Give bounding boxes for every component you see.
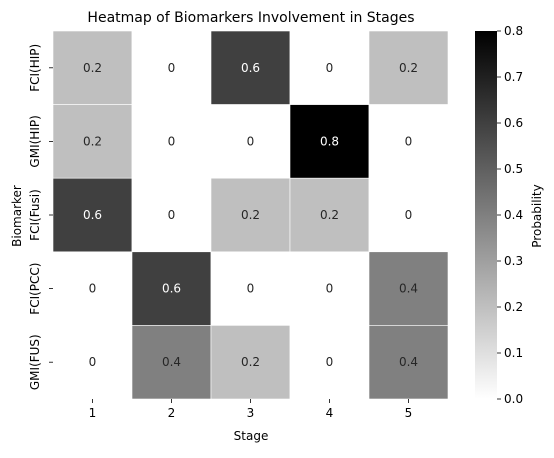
colorbar-tick-label: 0.3 xyxy=(504,254,523,268)
cell-value-label: 0.2 xyxy=(320,208,339,222)
cell-value-label: 0 xyxy=(168,61,176,75)
colorbar-ticks: 0.0 0.1 0.2 0.3 0.4 0.5 0.6 0.7 0.8 xyxy=(497,24,523,406)
heatmap-cell xyxy=(131,325,212,400)
cell-value-label: 0.2 xyxy=(399,61,418,75)
colorbar-tick-label: 0.1 xyxy=(504,346,523,360)
cell-value-label: 0 xyxy=(326,355,334,369)
y-tick-label: GMI(HIP) xyxy=(28,115,42,167)
cell-value-label: 0 xyxy=(168,208,176,222)
heatmap-cell xyxy=(368,325,449,400)
cell-value-label: 0 xyxy=(168,134,176,148)
cell-value-label: 0 xyxy=(89,282,97,296)
cell-value-label: 0.4 xyxy=(399,282,418,296)
heatmap-cell xyxy=(131,251,212,326)
cell-value-label: 0 xyxy=(247,134,255,148)
cell-value-label: 0.2 xyxy=(241,208,260,222)
colorbar-tick-label: 0.7 xyxy=(504,70,523,84)
colorbar-tick-label: 0.5 xyxy=(504,162,523,176)
cell-value-label: 0.6 xyxy=(83,208,102,222)
heatmap-cell xyxy=(368,251,449,326)
cell-value-label: 0 xyxy=(405,208,413,222)
cell-value-label: 0.2 xyxy=(83,61,102,75)
cell-value-label: 0.8 xyxy=(320,134,339,148)
heatmap-cell xyxy=(289,251,370,326)
y-axis-label: Biomarker xyxy=(10,185,24,247)
heatmap-cell xyxy=(131,30,212,105)
heatmap-cell xyxy=(368,30,449,105)
colorbar-tick-label: 0.8 xyxy=(504,24,523,38)
cell-value-label: 0 xyxy=(326,282,334,296)
heatmap-cell xyxy=(210,104,291,179)
cell-value-label: 0 xyxy=(89,355,97,369)
heatmap-cell xyxy=(289,177,370,253)
y-axis-ticks: FCI(HIP) GMI(HIP) FCI(Fusi) FCI(PCC) GMI(FUS… xyxy=(28,44,53,390)
x-tick-label: 3 xyxy=(247,406,255,420)
heatmap-cell xyxy=(210,251,291,326)
heatmap-cell xyxy=(210,325,291,400)
colorbar-tick-label: 0.0 xyxy=(504,392,523,406)
heatmap-cells: 0.2 0 0.6 0 0.2 0.2 0 0 0.8 0 0.6 0 0.2 0.2 0 0 0.6 0 0 0.4… xyxy=(52,30,449,400)
heatmap-cell xyxy=(368,177,449,253)
heatmap-cell xyxy=(289,30,370,105)
cell-value-label: 0 xyxy=(247,282,255,296)
cell-value-label: 0.4 xyxy=(399,355,418,369)
x-tick-label: 1 xyxy=(89,406,97,420)
cell-value-label: 0.6 xyxy=(162,282,181,296)
colorbar xyxy=(475,31,497,399)
heatmap-cell xyxy=(210,177,291,253)
colorbar-label: Probability xyxy=(530,184,544,247)
y-tick-label: GMI(FUS) xyxy=(28,334,42,390)
colorbar-tick-label: 0.4 xyxy=(504,208,523,222)
cell-value-label: 0.6 xyxy=(241,61,260,75)
colorbar-tick-label: 0.2 xyxy=(504,300,523,314)
x-tick-label: 5 xyxy=(405,406,413,420)
y-tick-label: FCI(HIP) xyxy=(28,44,42,92)
heatmap-cell xyxy=(210,30,291,105)
cell-value-label: 0.2 xyxy=(83,134,102,148)
x-tick-label: 2 xyxy=(168,406,176,420)
y-tick-label: FCI(Fusi) xyxy=(28,189,42,241)
heatmap-cell xyxy=(131,177,212,253)
colorbar-tick-label: 0.6 xyxy=(504,116,523,130)
heatmap-cell xyxy=(52,30,133,105)
cell-value-label: 0.2 xyxy=(241,355,260,369)
heatmap-cell xyxy=(52,104,133,179)
x-axis-ticks: 1 2 3 4 5 xyxy=(89,399,413,420)
x-axis-label: Stage xyxy=(234,429,269,443)
cell-value-label: 0 xyxy=(405,134,413,148)
cell-value-label: 0 xyxy=(326,61,334,75)
y-tick-label: FCI(PCC) xyxy=(28,263,42,315)
heatmap-cell xyxy=(368,104,449,179)
x-tick-label: 4 xyxy=(326,406,334,420)
cell-value-label: 0.4 xyxy=(162,355,181,369)
heatmap-cell xyxy=(52,325,133,400)
chart-title: Heatmap of Biomarkers Involvement in Sta… xyxy=(87,10,414,26)
